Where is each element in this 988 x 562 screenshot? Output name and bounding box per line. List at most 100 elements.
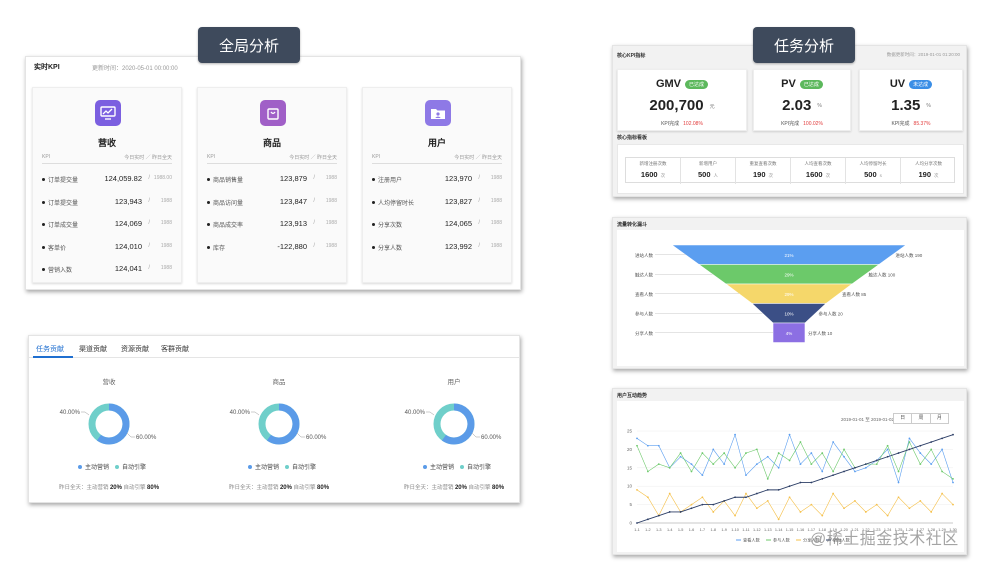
series-point[interactable] [723,500,726,502]
series-point[interactable] [745,474,747,477]
series-point[interactable] [701,496,704,499]
series-point[interactable] [875,463,878,466]
series-point[interactable] [821,452,824,454]
series-point[interactable] [919,500,922,502]
series-point[interactable] [919,463,922,466]
series-point[interactable] [875,459,878,462]
series-point[interactable] [712,511,715,513]
series-point[interactable] [723,452,726,454]
series-point[interactable] [886,448,889,451]
series-point[interactable] [755,448,758,451]
series-point[interactable] [930,441,933,443]
series-point[interactable] [854,466,856,469]
series-point[interactable] [723,463,726,466]
series-point[interactable] [930,448,933,451]
series-point[interactable] [941,492,944,495]
series-point[interactable] [832,441,835,443]
series-point[interactable] [657,463,660,466]
funnel-stage-4[interactable] [772,322,806,343]
legend-label-active[interactable]: 主动营销 [429,465,454,471]
series-point[interactable] [930,511,933,513]
series-point[interactable] [668,511,671,513]
series-point[interactable] [908,437,911,440]
series-point[interactable] [734,433,736,436]
series-point[interactable] [908,448,911,451]
series-point[interactable] [679,452,682,454]
series-point[interactable] [777,488,780,491]
series-point[interactable] [766,488,769,491]
series-point[interactable] [919,452,922,454]
series-point[interactable] [897,470,900,473]
series-point[interactable] [690,507,693,510]
legend-label-auto[interactable]: 自动引擎 [292,465,317,471]
series-point[interactable] [821,514,824,517]
series-point[interactable] [777,466,780,469]
series-point[interactable] [734,466,736,469]
series-point[interactable] [897,452,900,454]
series-point[interactable] [941,437,944,440]
series-point[interactable] [941,470,944,473]
series-point[interactable] [755,463,758,466]
series-point[interactable] [843,470,845,473]
series-point[interactable] [745,492,747,495]
series-point[interactable] [701,503,704,506]
series-point[interactable] [690,470,693,473]
legend-label[interactable]: 查看人数 [743,537,761,544]
series-point[interactable] [701,452,704,454]
series-point[interactable] [810,452,813,454]
series-point[interactable] [864,466,867,469]
series-point[interactable] [952,433,954,436]
series-point[interactable] [897,496,900,499]
month-button[interactable]: 月 [930,413,949,424]
tab-channel-contribution[interactable]: 渠道贡献 [79,346,107,353]
series-point[interactable] [712,503,715,506]
series-point[interactable] [810,481,813,484]
series-point[interactable] [799,481,802,484]
series-point[interactable] [952,503,954,506]
series-point[interactable] [843,507,845,510]
series-point[interactable] [864,511,867,513]
series-point[interactable] [941,448,944,451]
series-point[interactable] [854,470,856,473]
series-point[interactable] [646,518,649,521]
series-point[interactable] [657,444,660,447]
series-point[interactable] [832,470,835,473]
series-point[interactable] [734,514,736,517]
series-point[interactable] [690,463,693,466]
series-point[interactable] [636,522,638,524]
legend-label[interactable]: 进站人数 [833,537,851,544]
legend-label-auto[interactable]: 自动引擎 [122,465,147,471]
series-point[interactable] [712,463,715,466]
series-point[interactable] [777,518,780,521]
series-point[interactable] [788,433,791,436]
series-point[interactable] [766,500,769,502]
series-point[interactable] [679,455,682,458]
series-point[interactable] [930,463,933,466]
series-point[interactable] [755,507,758,510]
series-point[interactable] [832,474,835,477]
series-point[interactable] [854,500,856,502]
series-point[interactable] [766,455,769,458]
series-point[interactable] [777,452,780,454]
series-point[interactable] [712,448,715,451]
series-point[interactable] [799,441,802,443]
series-point[interactable] [952,481,954,484]
series-point[interactable] [668,492,671,495]
series-point[interactable] [745,496,747,499]
series-point[interactable] [701,474,704,477]
series-point[interactable] [821,477,824,480]
series-point[interactable] [668,466,671,469]
series-point[interactable] [799,511,802,513]
series-point[interactable] [755,492,758,495]
series-point[interactable] [810,463,813,466]
series-point[interactable] [952,477,954,480]
series-point[interactable] [810,503,813,506]
series-point[interactable] [843,448,845,451]
series-point[interactable] [745,452,747,454]
week-button[interactable]: 周 [912,413,931,424]
series-point[interactable] [886,514,889,517]
series-point[interactable] [821,470,824,473]
series-point[interactable] [886,455,889,458]
tab-resource-contribution[interactable]: 资源贡献 [121,346,149,353]
day-button[interactable]: 日 [893,413,913,424]
